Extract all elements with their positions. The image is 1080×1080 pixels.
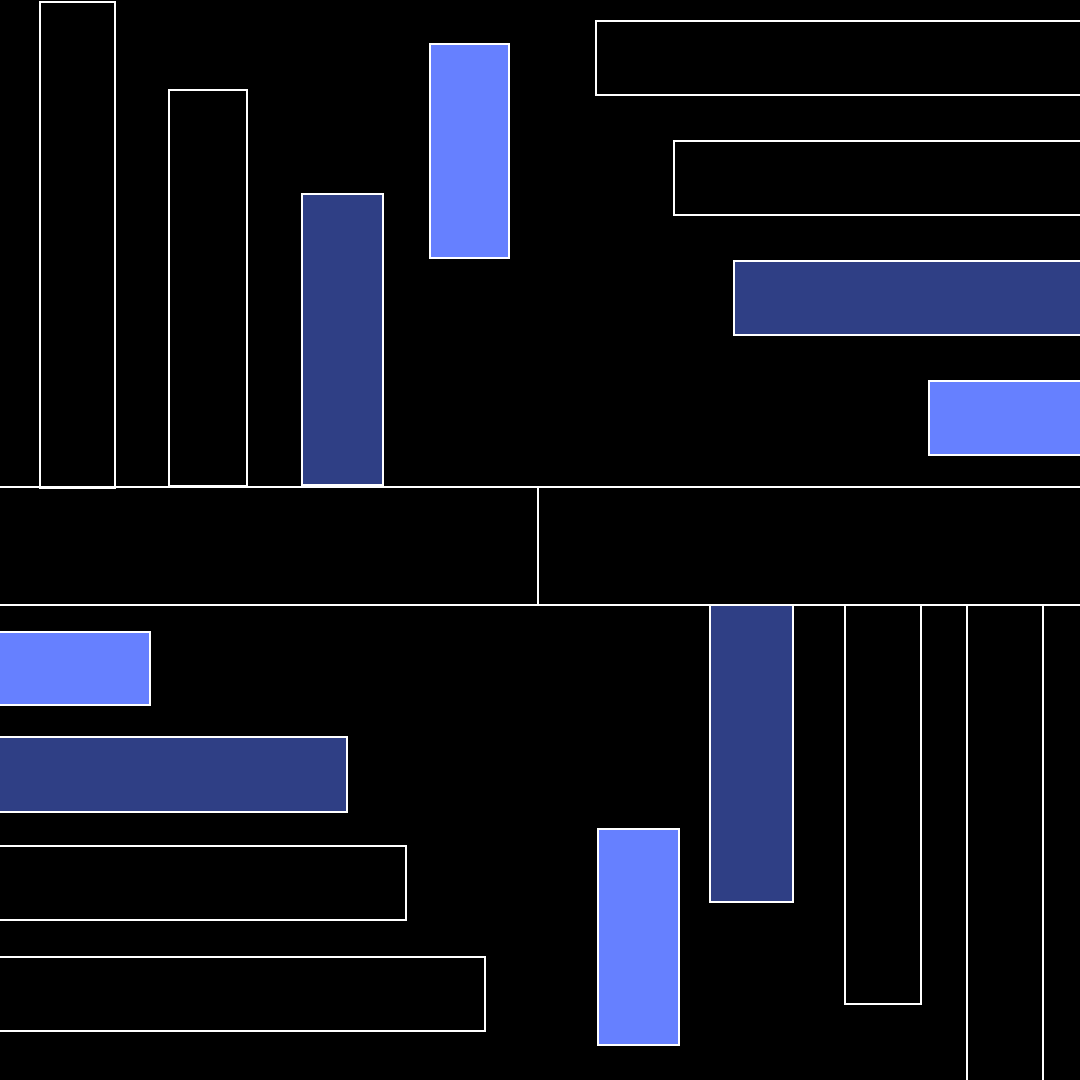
- bottom-right-outline-bar-1: [844, 604, 922, 1005]
- top-left-light-bar: [429, 43, 510, 259]
- bottom-left-dark-bar: [0, 736, 348, 813]
- top-left-outline-bar-2: [168, 89, 248, 487]
- bottom-left-outline-bar-1: [0, 845, 407, 921]
- top-left-dark-bar: [301, 193, 384, 486]
- top-right-outline-bar-2: [673, 140, 1080, 216]
- top-right-outline-bar-1: [595, 20, 1080, 96]
- band-top-line: [0, 486, 1080, 488]
- bottom-left-light-bar: [0, 631, 151, 706]
- band-divider-line: [537, 486, 539, 606]
- bottom-right-outline-bar-2: [966, 604, 1044, 1080]
- bottom-right-dark-bar: [709, 604, 794, 903]
- bottom-right-light-bar: [597, 828, 680, 1046]
- bottom-left-outline-bar-2: [0, 956, 486, 1032]
- band-bottom-line: [0, 604, 1080, 606]
- top-left-outline-bar-1: [39, 1, 116, 489]
- top-right-dark-bar: [733, 260, 1080, 336]
- top-right-light-bar: [928, 380, 1080, 456]
